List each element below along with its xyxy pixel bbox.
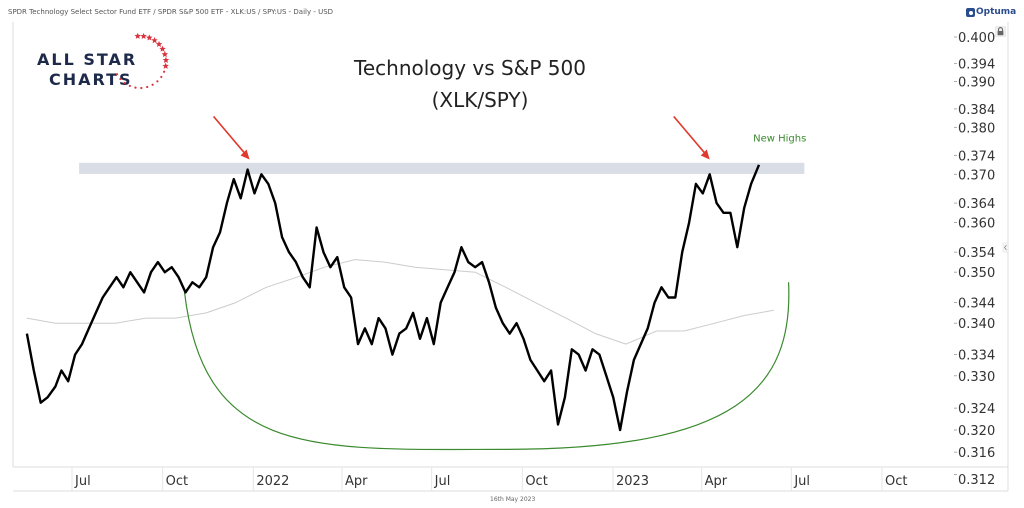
y-tick-label: 0.312 <box>958 473 995 488</box>
new-highs-label: New Highs <box>753 133 806 144</box>
y-tick-label: 0.334 <box>958 349 995 364</box>
logo-dot-icon <box>128 84 131 88</box>
logo-dot-icon <box>119 77 122 81</box>
logo-star-icon <box>161 51 169 58</box>
footer-date: 16th May 2023 <box>490 496 536 503</box>
x-tick-label: Apr <box>345 474 368 489</box>
x-tick-label: Jul <box>434 474 451 489</box>
red-arrow-head-icon <box>240 149 250 160</box>
moving-average-line <box>26 259 774 345</box>
x-tick-label: Jul <box>793 474 810 489</box>
x-tick-label: Oct <box>166 474 188 489</box>
all-star-charts-logo: ALL STAR CHARTS <box>37 32 170 90</box>
red-arrow-line <box>673 115 708 156</box>
resistance-band <box>79 162 805 174</box>
red-arrow-head-icon <box>700 149 710 160</box>
logo-dot-icon <box>134 86 137 89</box>
chart-subtitle-ticker: (XLK/SPY) <box>432 88 529 112</box>
chart-subtitle: SPDR Technology Select Sector Fund ETF /… <box>8 8 334 16</box>
y-tick-label: 0.370 <box>958 168 995 183</box>
collapse-chevron-icon <box>1003 244 1007 251</box>
logo-dot-icon <box>146 85 149 89</box>
y-tick-label: 0.390 <box>958 76 995 91</box>
optuma-brand: Optuma <box>966 7 1016 17</box>
logo-dot-icon <box>123 81 126 85</box>
logo-star-icon <box>151 37 158 44</box>
y-tick-label: 0.354 <box>958 246 995 261</box>
logo-star-icon <box>159 45 166 52</box>
logo-star-icon <box>155 40 163 48</box>
x-tick-label: 2022 <box>256 474 289 489</box>
y-tick-label: 0.340 <box>958 317 995 332</box>
logo-line-1: ALL STAR <box>37 50 137 69</box>
logo-star-icon <box>146 34 153 41</box>
logo-dot-icon <box>151 83 154 86</box>
logo-dot-icon <box>156 80 159 83</box>
y-tick-label: 0.374 <box>958 149 995 164</box>
x-tick-label: Oct <box>525 474 547 489</box>
y-tick-label: 0.394 <box>958 58 995 73</box>
logo-star-icon <box>140 32 147 39</box>
price-series-line <box>25 164 761 432</box>
y-tick-label: 0.316 <box>958 446 995 461</box>
y-tick-label: 0.360 <box>958 217 995 232</box>
x-tick-label: 2023 <box>616 474 649 489</box>
collapse-handle[interactable] <box>1002 242 1009 253</box>
x-tick-label: Oct <box>885 474 907 489</box>
y-tick-label: 0.324 <box>958 402 995 417</box>
logo-star-icon <box>134 32 141 39</box>
logo-star-icon <box>162 56 170 63</box>
x-tick-label: Jul <box>74 474 91 489</box>
logo-dot-icon <box>140 86 143 90</box>
y-tick-label: 0.344 <box>958 297 995 312</box>
y-tick-label: 0.400 <box>958 31 995 46</box>
logo-stars-icon <box>115 32 170 90</box>
y-tick-label: 0.320 <box>958 424 995 439</box>
y-tick-label: 0.330 <box>958 370 995 385</box>
logo-star-icon <box>162 62 169 69</box>
lock-icon[interactable] <box>995 26 1006 37</box>
optuma-logo-icon <box>966 7 975 17</box>
red-arrow-line <box>212 115 248 156</box>
y-tick-label: 0.350 <box>958 266 995 281</box>
brand-label: Optuma <box>976 7 1017 17</box>
chart-title: Technology vs S&P 500 <box>353 56 586 80</box>
logo-dot-icon <box>115 73 119 76</box>
logo-dot-icon <box>163 70 166 73</box>
y-tick-label: 0.364 <box>958 197 995 212</box>
logo-dot-icon <box>160 75 163 79</box>
x-tick-label: Apr <box>705 474 728 489</box>
rounding-bottom-arc <box>183 282 790 451</box>
logo-line-2: CHARTS <box>49 70 133 89</box>
y-tick-label: 0.384 <box>958 103 995 118</box>
y-tick-label: 0.380 <box>958 121 995 136</box>
